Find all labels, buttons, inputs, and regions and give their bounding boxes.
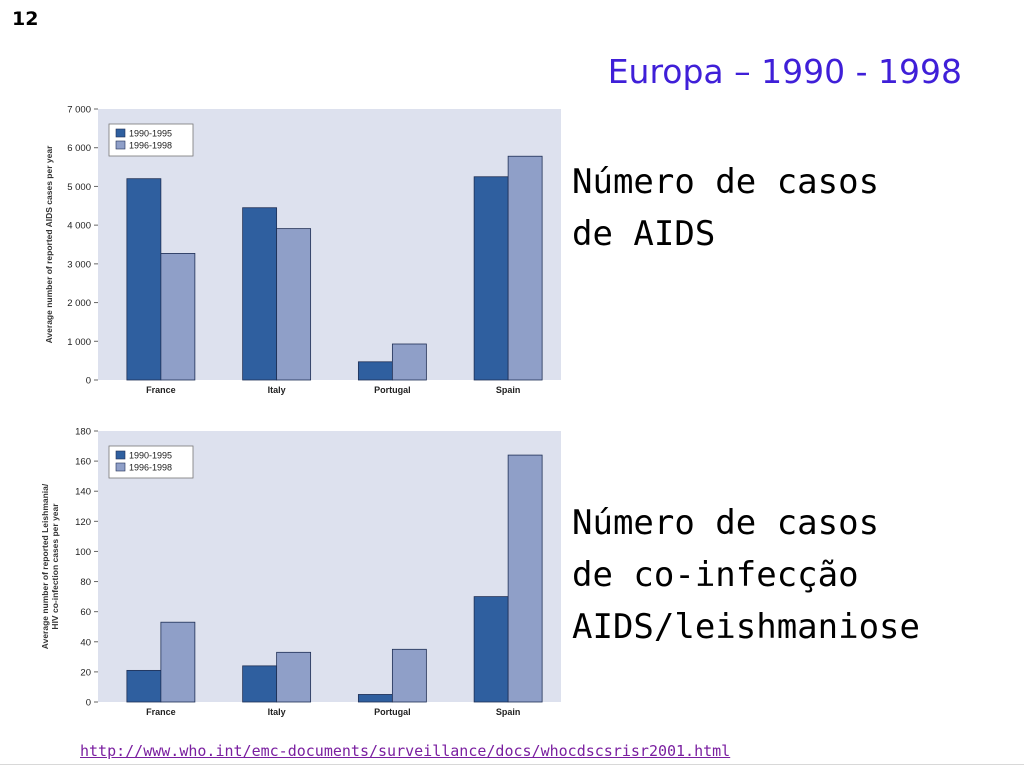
bar-italy-series-1 xyxy=(242,665,278,703)
slide-title: Europa – 1990 - 1998 xyxy=(607,52,962,91)
bar-spain-series-1 xyxy=(473,176,509,381)
aids-cases-description: Número de casos de AIDS xyxy=(572,162,880,254)
y-tick-label: 20 xyxy=(80,667,91,678)
bottom-divider xyxy=(0,764,1024,765)
legend-label: 1990-1995 xyxy=(129,451,172,461)
coinfection-cases-chart: 0 20 40 60 80 100 120 140 160 180 Average number o… xyxy=(40,427,561,717)
y-tick-label: 100 xyxy=(75,547,91,558)
x-tick-label: Spain xyxy=(496,707,521,717)
x-tick-label: Italy xyxy=(268,707,286,717)
bar-portugal-series-1 xyxy=(357,694,393,703)
legend-swatch xyxy=(115,140,126,150)
y-tick-label: 40 xyxy=(80,637,91,648)
y-tick-label: 3 000 xyxy=(67,259,91,270)
legend: 1990-1995 1996-1998 xyxy=(108,445,194,479)
bar-france-series-2 xyxy=(160,253,196,381)
y-axis-title: HIV co-infection cases per year xyxy=(50,503,60,630)
y-tick-label: 120 xyxy=(75,517,91,528)
y-tick-label: 7 000 xyxy=(67,105,91,116)
x-tick-label: France xyxy=(146,385,176,395)
x-tick-label: France xyxy=(146,707,176,717)
bar-italy-series-1 xyxy=(242,207,278,381)
y-tick-label: 4 000 xyxy=(67,221,91,232)
y-tick-label: 80 xyxy=(80,577,91,588)
bar-france-series-2 xyxy=(160,621,196,703)
source-link[interactable]: http://www.who.int/emc-documents/surveil… xyxy=(80,742,731,760)
slide-number: 12 xyxy=(12,8,39,30)
bar-spain-series-2 xyxy=(507,454,543,703)
bar-france-series-1 xyxy=(126,669,162,703)
y-tick-label: 160 xyxy=(75,457,91,468)
y-tick-label: 5 000 xyxy=(67,182,91,193)
legend-label: 1996-1998 xyxy=(129,463,172,473)
y-tick-label: 180 xyxy=(75,427,91,438)
bar-spain-series-1 xyxy=(473,596,509,703)
y-tick-label: 60 xyxy=(80,607,91,618)
coinfection-description: Número de casos de co-infecção AIDS/leis… xyxy=(572,503,920,647)
legend: 1990-1995 1996-1998 xyxy=(108,123,194,157)
y-tick-label: 0 xyxy=(86,376,91,387)
bar-portugal-series-2 xyxy=(391,648,427,703)
y-axis-title: Average number of reported AIDS cases pe… xyxy=(44,145,54,343)
y-tick-label: 1 000 xyxy=(67,337,91,348)
legend-label: 1990-1995 xyxy=(129,129,172,139)
y-tick-label: 6 000 xyxy=(67,143,91,154)
x-tick-label: Portugal xyxy=(374,707,411,717)
x-tick-label: Italy xyxy=(268,385,286,395)
x-tick-label: Spain xyxy=(496,385,521,395)
y-tick-label: 2 000 xyxy=(67,298,91,309)
bar-france-series-1 xyxy=(126,178,162,381)
bar-spain-series-2 xyxy=(507,155,543,381)
bar-portugal-series-2 xyxy=(391,343,427,381)
legend-label: 1996-1998 xyxy=(129,141,172,151)
bar-italy-series-2 xyxy=(276,228,312,381)
legend-swatch xyxy=(115,128,126,138)
y-tick-label: 0 xyxy=(86,698,91,709)
legend-swatch xyxy=(115,462,126,472)
bar-italy-series-2 xyxy=(276,651,312,703)
y-axis-title: Average number of reported Leishmania/ xyxy=(40,483,50,649)
legend-swatch xyxy=(115,450,126,460)
bar-portugal-series-1 xyxy=(357,361,393,381)
y-tick-label: 140 xyxy=(75,487,91,498)
x-tick-label: Portugal xyxy=(374,385,411,395)
aids-cases-chart: 0 1 000 2 000 3 000 4 000 5 000 6 000 7 000 Aver… xyxy=(44,105,561,395)
